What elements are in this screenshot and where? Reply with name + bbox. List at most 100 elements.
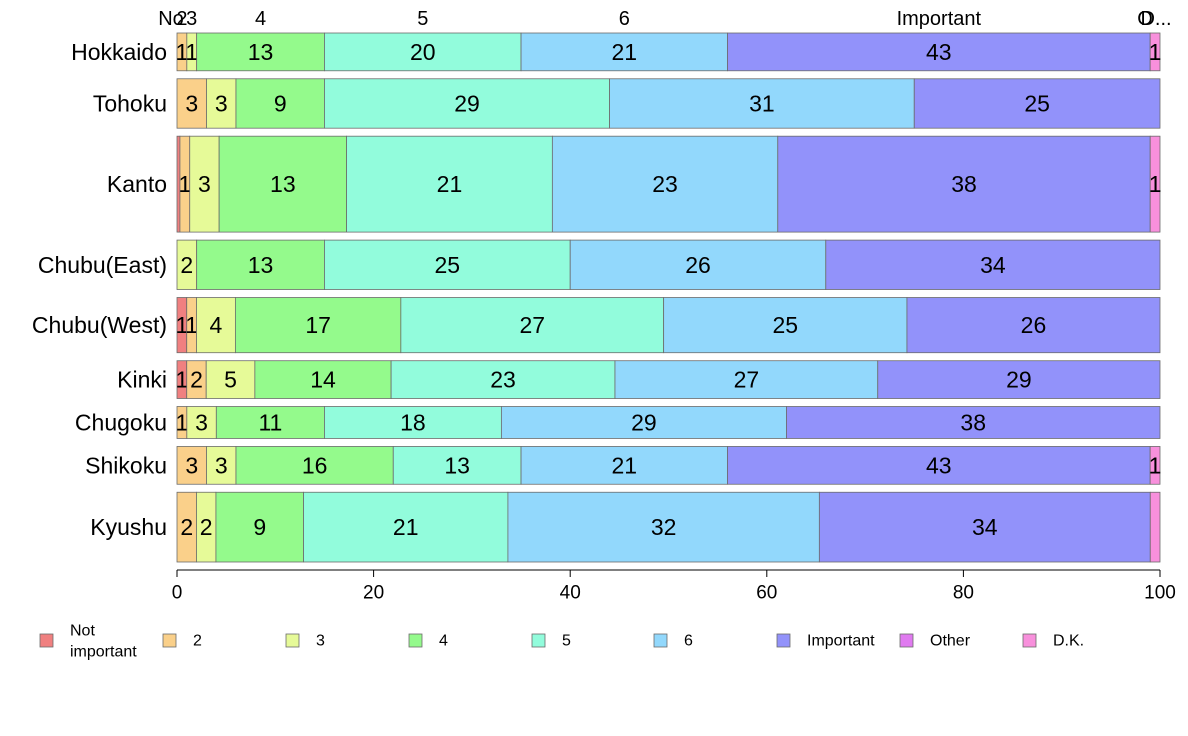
bar-row-kyushu: Kyushu 2 2 9 21 32 34 (90, 491, 1161, 563)
data-label: 21 (611, 39, 637, 65)
legend-label: Not (70, 623, 95, 640)
bar-segment-4 (254, 360, 392, 399)
top-label-4: 4 (255, 8, 266, 30)
data-label: 34 (980, 252, 1006, 278)
legend-swatch (285, 633, 300, 648)
bar-segment-5 (324, 239, 571, 290)
legend-swatch (162, 633, 177, 648)
data-label: 2 (180, 514, 193, 540)
top-label-important: Important (897, 8, 982, 30)
data-label: 25 (1024, 90, 1050, 116)
bar-row-chubu-east: Chubu(East) 2 13 25 26 34 (38, 239, 1161, 290)
top-label-5: 5 (417, 8, 428, 30)
data-label: 3 (215, 90, 228, 116)
bar-row-chubu-west: Chubu(West) 11 4 17 27 25 26 (32, 297, 1161, 354)
legend-label: 2 (193, 633, 202, 650)
data-label: 23 (652, 171, 678, 197)
bar-segment-4 (215, 406, 325, 439)
data-label: 29 (454, 90, 480, 116)
data-label: 17 (305, 312, 331, 338)
data-label: 11 (258, 409, 282, 435)
bar-segment-6 (507, 491, 820, 563)
bar-segment-2 (176, 446, 207, 485)
data-label: 1 (175, 312, 188, 338)
data-label: 16 (302, 452, 328, 478)
data-label: 43 (926, 452, 952, 478)
data-label: 21 (611, 452, 637, 478)
bar-segment-6 (663, 297, 908, 354)
data-label: 26 (685, 252, 711, 278)
bar-segment-6 (609, 78, 915, 129)
row-label: Chubu(East) (38, 252, 167, 278)
bar-segment-4 (234, 297, 402, 354)
legend-item-5: 5 (531, 633, 571, 650)
data-label: 27 (734, 367, 760, 393)
data-label: 3 (198, 171, 211, 197)
data-label: 29 (1006, 367, 1032, 393)
bar-segment-important (818, 491, 1151, 563)
data-label: 3 (185, 90, 198, 116)
legend-label: D.K. (1053, 633, 1084, 650)
data-label: 26 (1021, 312, 1047, 338)
bar-segment-important (825, 239, 1161, 290)
bar-segment-3 (186, 406, 217, 439)
data-label: 20 (410, 39, 436, 65)
bar-segment-important (727, 32, 1151, 72)
row-label: Kanto (107, 171, 167, 197)
bar-segment-d-k (1149, 135, 1161, 233)
data-label: 9 (274, 90, 287, 116)
bar-row-kinki: Kinki 1 2 5 14 23 27 29 (117, 360, 1161, 399)
row-label: Shikoku (85, 452, 167, 478)
row-label: Chugoku (75, 409, 167, 435)
data-label: 1 (185, 312, 198, 338)
bar-segment-5 (390, 360, 616, 399)
bar-segment-6 (520, 446, 728, 485)
legend-item-not-important: Not important (39, 623, 137, 661)
bar-segment-6 (614, 360, 879, 399)
data-label: 1 (1149, 171, 1162, 197)
bar-segment-4 (215, 491, 304, 563)
legend-label: 5 (562, 633, 571, 650)
data-label: 18 (400, 409, 426, 435)
bar-segment-6 (520, 32, 728, 72)
bar-row-kanto: Kanto 1 3 13 21 23 38 1 (107, 135, 1162, 233)
legend-item-2: 2 (162, 633, 202, 650)
bar-segment-d-k (1149, 491, 1161, 563)
bar-segment-6 (551, 135, 779, 233)
legend-label: 3 (316, 633, 325, 650)
row-label: Tohoku (93, 90, 167, 116)
top-label-2: 2 (176, 8, 187, 30)
bar-segment-important (786, 406, 1161, 439)
data-label: 13 (248, 252, 274, 278)
data-label: 27 (519, 312, 545, 338)
bar-segment-3 (206, 446, 237, 485)
data-label: 2 (180, 252, 193, 278)
legend-swatch (531, 633, 546, 648)
bar-segment-d-k (1149, 446, 1161, 485)
data-label: 38 (960, 409, 986, 435)
legend: Not important 2 3 4 5 6 Important Other D.K. (39, 623, 1084, 661)
data-label: 38 (951, 171, 977, 197)
bar-segment-d-k (1149, 32, 1161, 72)
data-label: 13 (444, 452, 470, 478)
top-label-d-k: D... (1140, 8, 1171, 30)
x-axis: 0 20 40 60 80 100 (172, 569, 1176, 604)
top-label-6: 6 (619, 8, 630, 30)
bar-segment-5 (303, 491, 509, 563)
legend-label: 4 (439, 633, 448, 650)
bar-segment-4 (196, 32, 325, 72)
data-label: 29 (631, 409, 657, 435)
x-tick-label: 100 (1144, 583, 1176, 604)
data-label: 25 (435, 252, 461, 278)
legend-label: important (70, 644, 137, 661)
bar-row-hokkaido: Hokkaido 11 13 20 21 43 1 (71, 32, 1161, 72)
data-label: 32 (651, 514, 677, 540)
data-label: 1 (178, 171, 191, 197)
row-label: Chubu(West) (32, 312, 167, 338)
data-label: 4 (210, 312, 223, 338)
bar-segment-6 (569, 239, 827, 290)
data-label: 1 (176, 39, 189, 65)
legend-label: 6 (684, 633, 693, 650)
legend-item-6: 6 (653, 633, 693, 650)
